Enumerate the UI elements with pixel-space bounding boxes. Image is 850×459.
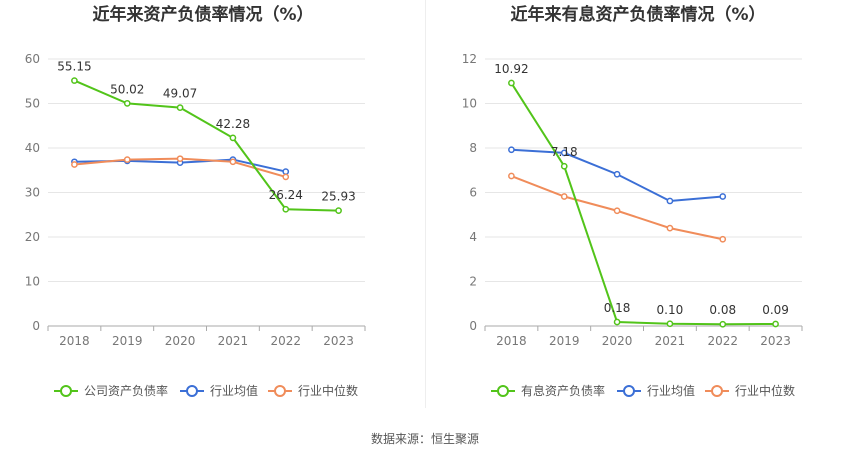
data-label: 55.15 [57, 60, 91, 74]
x-tick-label: 2023 [323, 334, 354, 348]
y-tick-label: 0 [469, 319, 477, 333]
legend-label: 行业均值 [210, 383, 258, 398]
data-point [560, 149, 568, 157]
data-point [719, 320, 727, 328]
data-point [176, 104, 184, 111]
data-label: 49.07 [163, 87, 197, 101]
data-label: 0.08 [709, 303, 736, 317]
data-point [335, 207, 342, 214]
y-tick-label: 12 [462, 52, 477, 66]
legend-swatch-marker [60, 385, 72, 397]
legend-swatch-marker [497, 385, 509, 397]
x-tick-label: 2021 [655, 334, 686, 348]
data-point [71, 161, 78, 168]
series-line-main [74, 79, 339, 212]
data-point [123, 100, 131, 107]
data-point [719, 193, 727, 200]
data-point [666, 224, 674, 232]
chart-title: 近年来有息资产负债率情况（%） [510, 4, 765, 25]
x-tick-label: 2023 [760, 334, 791, 348]
series-line-main [510, 82, 776, 326]
legend-label: 行业中位数 [298, 383, 358, 398]
data-point [176, 155, 184, 163]
data-label: 7.18 [551, 145, 578, 159]
x-tick-label: 2021 [218, 334, 249, 348]
x-tick-label: 2019 [549, 334, 580, 348]
y-tick-label: 20 [25, 230, 40, 244]
data-point [282, 205, 290, 213]
interest-debt-ratio-chart: 近年来有息资产负债率情况（%） 0 2 4 6 8 10 12 2018 2019 2020 2021… [462, 4, 803, 398]
data-point [282, 168, 290, 175]
legend-swatch-marker [711, 385, 723, 397]
data-label: 50.02 [110, 82, 144, 96]
legend-label: 行业均值 [647, 383, 695, 398]
legend-label: 行业中位数 [735, 383, 795, 398]
data-point [719, 235, 727, 243]
y-tick-label: 30 [25, 186, 40, 200]
data-point [560, 162, 568, 170]
data-point [666, 320, 674, 328]
data-point [560, 193, 568, 200]
data-label: 0.18 [604, 301, 631, 315]
y-tick-label: 10 [462, 97, 477, 111]
data-source-note: 数据来源：恒生聚源 [370, 432, 479, 446]
data-label: 0.10 [657, 303, 684, 317]
data-label: 10.92 [494, 62, 528, 76]
x-tick-label: 2020 [165, 334, 196, 348]
data-point [123, 156, 131, 163]
data-point [508, 79, 515, 87]
x-tick-label: 2022 [270, 334, 301, 348]
x-tick-label: 2019 [112, 334, 143, 348]
x-tick-label: 2018 [59, 334, 90, 348]
data-point [508, 172, 515, 180]
data-label: 42.28 [216, 117, 250, 131]
y-tick-label: 8 [469, 141, 477, 155]
legend-swatch-marker [186, 385, 198, 397]
y-tick-label: 10 [25, 275, 40, 289]
chart-divider [425, 0, 426, 408]
x-tick-label: 2020 [602, 334, 633, 348]
legend-label: 公司资产负债率 [84, 383, 168, 398]
data-point [508, 146, 515, 154]
debt-ratio-chart: 近年来资产负债率情况（%） 0 10 20 30 40 50 60 2018 2019 2020 20… [25, 4, 366, 398]
data-point [772, 320, 779, 328]
data-label: 26.24 [269, 188, 303, 202]
legend-swatch-marker [623, 385, 635, 397]
y-tick-label: 60 [25, 52, 40, 66]
data-point [229, 134, 237, 142]
data-point [229, 158, 237, 166]
data-point [613, 170, 621, 178]
x-tick-label: 2018 [496, 334, 527, 348]
data-point [282, 173, 290, 181]
data-point [666, 197, 674, 205]
y-tick-label: 2 [469, 275, 477, 289]
data-point [613, 207, 621, 215]
legend-swatch-marker [274, 385, 286, 397]
data-point [71, 77, 78, 84]
y-tick-label: 0 [32, 319, 40, 333]
legend-label: 有息资产负债率 [521, 383, 605, 398]
y-tick-label: 50 [25, 97, 40, 111]
data-point [613, 318, 621, 326]
data-label: 25.93 [321, 190, 355, 204]
y-tick-label: 4 [469, 230, 477, 244]
x-tick-label: 2022 [707, 334, 738, 348]
y-tick-label: 40 [25, 141, 40, 155]
data-label: 0.09 [762, 303, 789, 317]
y-tick-label: 6 [469, 186, 477, 200]
chart-title: 近年来资产负债率情况（%） [92, 4, 313, 25]
